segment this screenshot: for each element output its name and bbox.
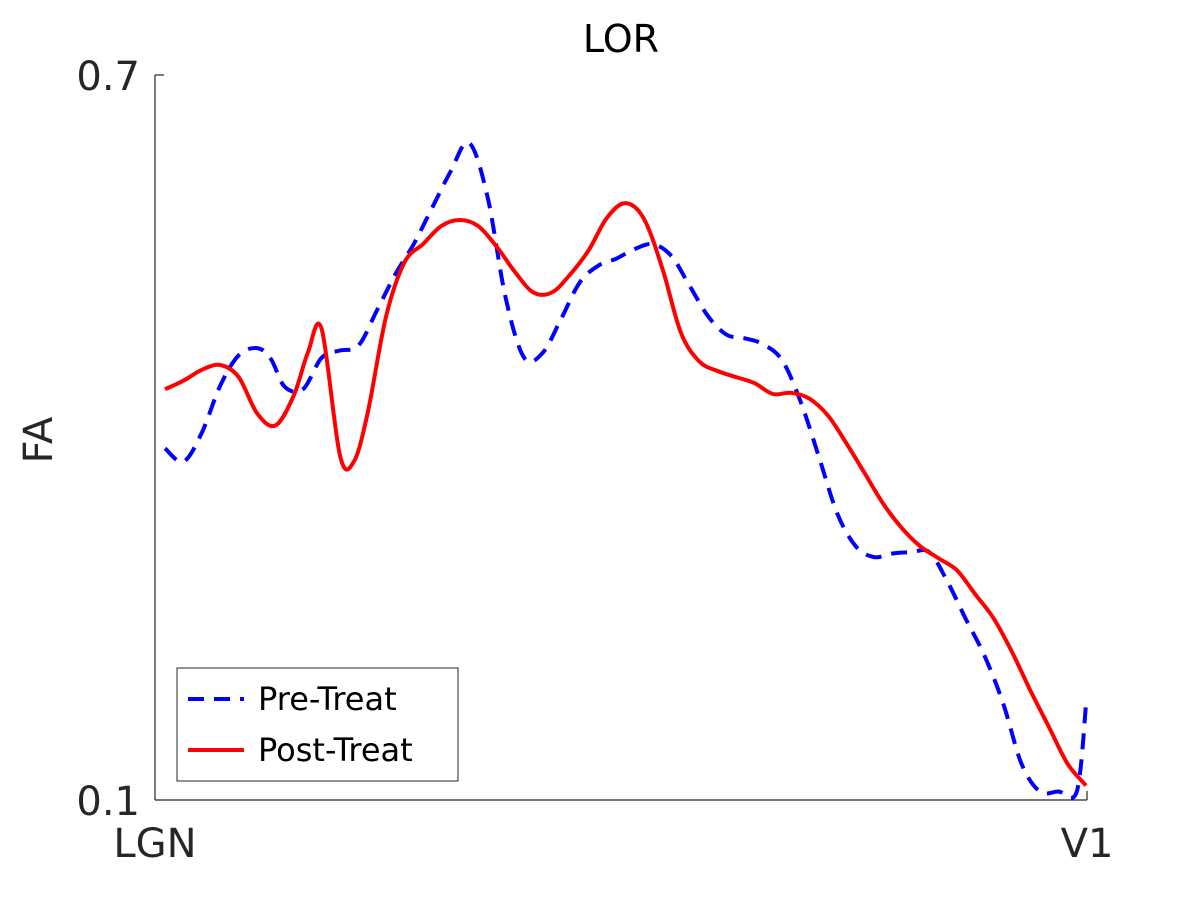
series-layer bbox=[163, 140, 1088, 800]
series-line-post-treat bbox=[164, 201, 1088, 787]
y-axis-label: FA bbox=[16, 416, 62, 463]
legend-label-post-treat: Post-Treat bbox=[258, 731, 413, 769]
series-line-pre-treat bbox=[163, 140, 1088, 800]
x-tick-label-left: LGN bbox=[113, 821, 196, 867]
chart-title: LOR bbox=[583, 17, 659, 61]
y-tick-label-top: 0.7 bbox=[76, 54, 140, 100]
legend: Pre-Treat Post-Treat bbox=[176, 667, 459, 782]
y-tick-label-bottom: 0.1 bbox=[76, 779, 140, 825]
legend-label-pre-treat: Pre-Treat bbox=[258, 680, 397, 718]
axes bbox=[154, 74, 1088, 801]
x-tick-label-right: V1 bbox=[1061, 821, 1114, 867]
legend-box bbox=[176, 667, 459, 782]
